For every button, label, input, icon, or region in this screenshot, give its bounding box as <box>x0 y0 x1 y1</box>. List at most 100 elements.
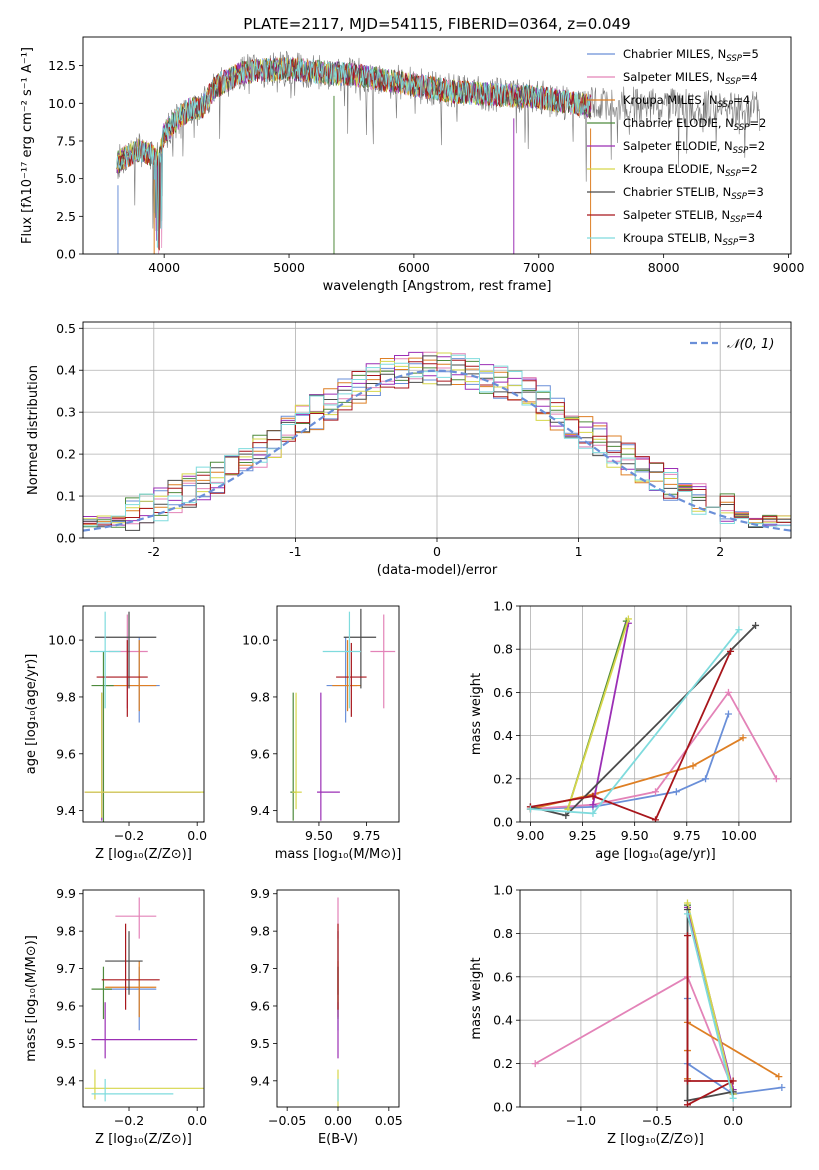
y-axis-label: mass weight <box>469 673 484 755</box>
y-tick-label: 1.0 <box>493 883 513 898</box>
model-spectrum-9 <box>116 57 592 248</box>
y-tick-label: 0.6 <box>493 969 513 984</box>
y-tick-label: 1.0 <box>493 599 513 614</box>
model-spectrum-7 <box>116 58 592 243</box>
x-axis-label: Z [log₁₀(Z/Z⊙)] <box>95 1132 192 1147</box>
axes-frame <box>82 36 792 255</box>
x-tick-label: −0.2 <box>114 1113 144 1128</box>
series-marker <box>683 1077 691 1085</box>
y-tick-label: 9.6 <box>56 998 76 1013</box>
y-tick-label: 0.0 <box>493 815 513 830</box>
y-tick-label: 9.5 <box>56 1036 76 1051</box>
x-tick-label: 0 <box>433 544 441 559</box>
series-marker <box>589 809 597 817</box>
ticks: −1.0 −0.5 0.0 0.0 0.2 0.4 0.6 0.8 1.0 <box>493 883 743 1129</box>
plot-area <box>116 50 761 254</box>
ticks: 4000 5000 6000 7000 8000 9000 0.0 2.5 5.0 7.5 10.0… <box>48 58 804 275</box>
chart-title: PLATE=2117, MJD=54115, FIBERID=0364, z=0… <box>243 15 630 33</box>
y-tick-label: 9.4 <box>250 1073 270 1088</box>
series-line <box>530 713 730 810</box>
y-tick-label: 5.0 <box>56 171 76 186</box>
series-marker <box>727 647 735 655</box>
point-9 <box>91 1078 174 1102</box>
y-tick-label: 0.2 <box>56 447 76 462</box>
x-tick-label: 9.75 <box>673 828 701 843</box>
y-tick-label: 9.9 <box>250 886 270 901</box>
y-tick-label: 9.8 <box>250 924 270 939</box>
y-tick-label: 0.6 <box>493 685 513 700</box>
series-line <box>530 651 732 821</box>
series-line <box>686 913 734 1099</box>
x-tick-label: 2 <box>716 544 724 559</box>
ticks: 9.00 9.25 9.50 9.75 10.00 0.0 0.2 0.4 0.6 0.8 1.0 <box>493 599 757 844</box>
x-tick-label: 0.0 <box>187 828 207 843</box>
y-tick-label: 9.4 <box>250 803 270 818</box>
x-tick-label: −1.0 <box>566 1113 596 1128</box>
y-tick-label: 0.3 <box>56 405 76 420</box>
series-9 <box>526 626 743 817</box>
series-line <box>686 935 734 1106</box>
series-marker <box>589 801 597 809</box>
point-8 <box>101 923 160 1010</box>
point-5 <box>317 692 340 821</box>
x-tick-label: 9.75 <box>353 828 381 843</box>
series-marker <box>729 1094 737 1102</box>
series-6 <box>564 615 632 813</box>
series-1 <box>683 995 786 1098</box>
series-5 <box>589 619 632 809</box>
y-tick-label: 9.5 <box>250 1036 270 1051</box>
series-marker <box>689 762 697 770</box>
y-tick-label: 9.8 <box>250 689 270 704</box>
series-marker <box>683 932 691 940</box>
y-axis-label: mass [log₁₀(M/M⊙)] <box>24 935 39 1062</box>
plot-area <box>83 351 791 532</box>
series-marker <box>526 805 534 813</box>
series-marker <box>589 792 597 800</box>
grid <box>520 889 791 1108</box>
point-2 <box>115 897 157 939</box>
series-line <box>592 623 630 805</box>
point-4 <box>91 966 112 1020</box>
series-marker <box>672 788 680 796</box>
y-tick-label: 0.2 <box>493 1056 513 1071</box>
x-tick-label: -2 <box>148 544 160 559</box>
y-tick-label: 0.8 <box>493 642 513 657</box>
x-axis-label: E(B-V) <box>318 1132 358 1147</box>
point-2 <box>370 614 396 709</box>
legend-entry: Chabrier MILES, NSSP=5 <box>623 47 759 64</box>
series-marker <box>683 1101 691 1107</box>
legend-entry: Salpeter STELIB, NSSP=4 <box>623 208 763 225</box>
x-tick-label: 9.50 <box>621 828 649 843</box>
normal-distribution-curve <box>83 369 791 532</box>
series-marker <box>739 734 747 742</box>
series-line <box>567 618 630 810</box>
plot-area <box>84 611 204 822</box>
y-tick-label: 0.5 <box>56 321 76 336</box>
series-marker <box>752 621 760 629</box>
y-tick-label: 9.6 <box>250 998 270 1013</box>
point-8 <box>336 642 367 717</box>
y-tick-label: 0.0 <box>56 247 76 262</box>
x-axis-label: Z [log₁₀(Z/Z⊙)] <box>95 847 192 862</box>
ticks: −0.2 0.0 9.4 9.6 9.8 10.0 <box>48 633 207 843</box>
y-tick-label: 9.7 <box>250 961 270 976</box>
axes-frame <box>82 889 205 1108</box>
y-tick-label: 9.8 <box>56 689 76 704</box>
plot-area <box>531 899 786 1107</box>
point-3 <box>105 961 157 1018</box>
legend-entry: Chabrier ELODIE, NSSP=2 <box>623 116 766 133</box>
y-tick-label: 0.4 <box>493 1013 513 1028</box>
point-4 <box>290 692 297 821</box>
legend: 𝒩(0, 1) <box>690 337 774 352</box>
y-tick-label: 9.7 <box>56 961 76 976</box>
y-tick-label: 9.9 <box>56 886 76 901</box>
plot-area <box>290 608 396 821</box>
legend-entry: Kroupa MILES, NSSP=4 <box>623 93 750 110</box>
y-axis-label: mass weight <box>469 957 484 1039</box>
point-7 <box>105 931 143 995</box>
y-tick-label: 9.8 <box>56 924 76 939</box>
series-marker <box>531 1060 539 1068</box>
x-tick-label: 8000 <box>648 260 680 275</box>
y-tick-label: 10.0 <box>48 96 76 111</box>
x-tick-label: −0.05 <box>268 1113 306 1128</box>
